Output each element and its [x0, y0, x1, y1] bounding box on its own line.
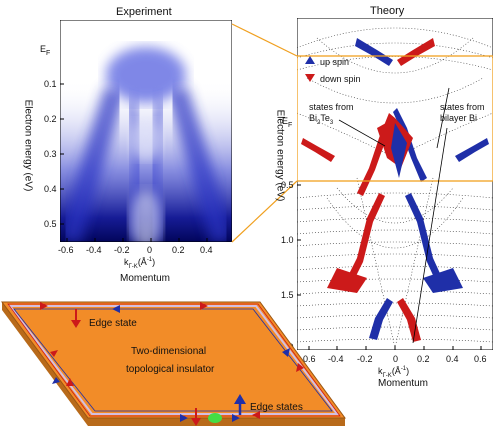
theory-y-axis-label: Electron energy (eV): [274, 109, 286, 202]
experiment-ytick: 0.5: [44, 219, 57, 229]
theory-xtick: 0.2: [417, 354, 430, 364]
theory-xtick: -0.2: [357, 354, 373, 364]
experiment-xtick: 0.2: [172, 245, 185, 255]
theory-x-axis-title: Momentum: [378, 378, 429, 389]
experiment-ytick: 0.1: [44, 79, 57, 89]
annotation-bilayer-bi: states from bilayer Bi: [440, 102, 485, 123]
theory-xtick: -0.4: [328, 354, 344, 364]
experiment-title: Experiment: [116, 6, 172, 18]
experiment-ytick: 0.3: [44, 149, 57, 159]
theory-ytick: 1.0: [281, 235, 294, 245]
theory-band-structure: [296, 17, 494, 351]
experiment-arpes-image: [59, 19, 233, 250]
annotation-bi2te3: states from Bi2Te3: [309, 102, 354, 126]
edge-states-label: Edge states: [250, 402, 303, 413]
insulator-center-line-2: topological insulator: [126, 364, 215, 375]
experiment-xtick: 0: [147, 245, 153, 255]
experiment-fermi-label: EF: [40, 44, 51, 57]
spin-bands: [301, 38, 489, 342]
legend-down-spin: down spin: [320, 74, 361, 84]
insulator-center-line-1: Two-dimensional: [131, 346, 207, 357]
theory-xtick: -0.6: [300, 354, 316, 364]
theory-plot: [296, 17, 494, 351]
topological-insulator-schematic: [1, 301, 346, 426]
experiment-ytick: 0.4: [44, 184, 57, 194]
experiment-xtick: -0.4: [86, 245, 102, 255]
theory-xtick: 0.6: [474, 354, 487, 364]
experiment-x-axis-label: kΓ-K(Å-1): [124, 257, 156, 270]
experiment-xtick: 0.4: [200, 245, 213, 255]
experiment-xtick: -0.6: [58, 245, 74, 255]
edge-arrows: [40, 302, 304, 422]
experiment-ytick: 0.2: [44, 114, 57, 124]
theory-x-axis-label: kΓ-K(Å-1): [378, 366, 410, 379]
experiment-xtick: -0.2: [114, 245, 130, 255]
down-spin-marker: [305, 74, 315, 82]
theory-ytick: 1.5: [281, 290, 294, 300]
up-spin-marker: [305, 56, 315, 64]
theory-fermi-label: EF: [282, 116, 293, 129]
legend-up-spin: up spin: [320, 57, 350, 67]
edge-state-label: Edge state: [89, 318, 137, 329]
experiment-x-axis-title: Momentum: [120, 273, 171, 284]
theory-xtick: 0: [393, 354, 399, 364]
experiment-plot: [59, 19, 233, 250]
theory-title: Theory: [370, 5, 405, 17]
theory-ytick: 0.5: [281, 180, 294, 190]
theory-xtick: 0.4: [446, 354, 459, 364]
